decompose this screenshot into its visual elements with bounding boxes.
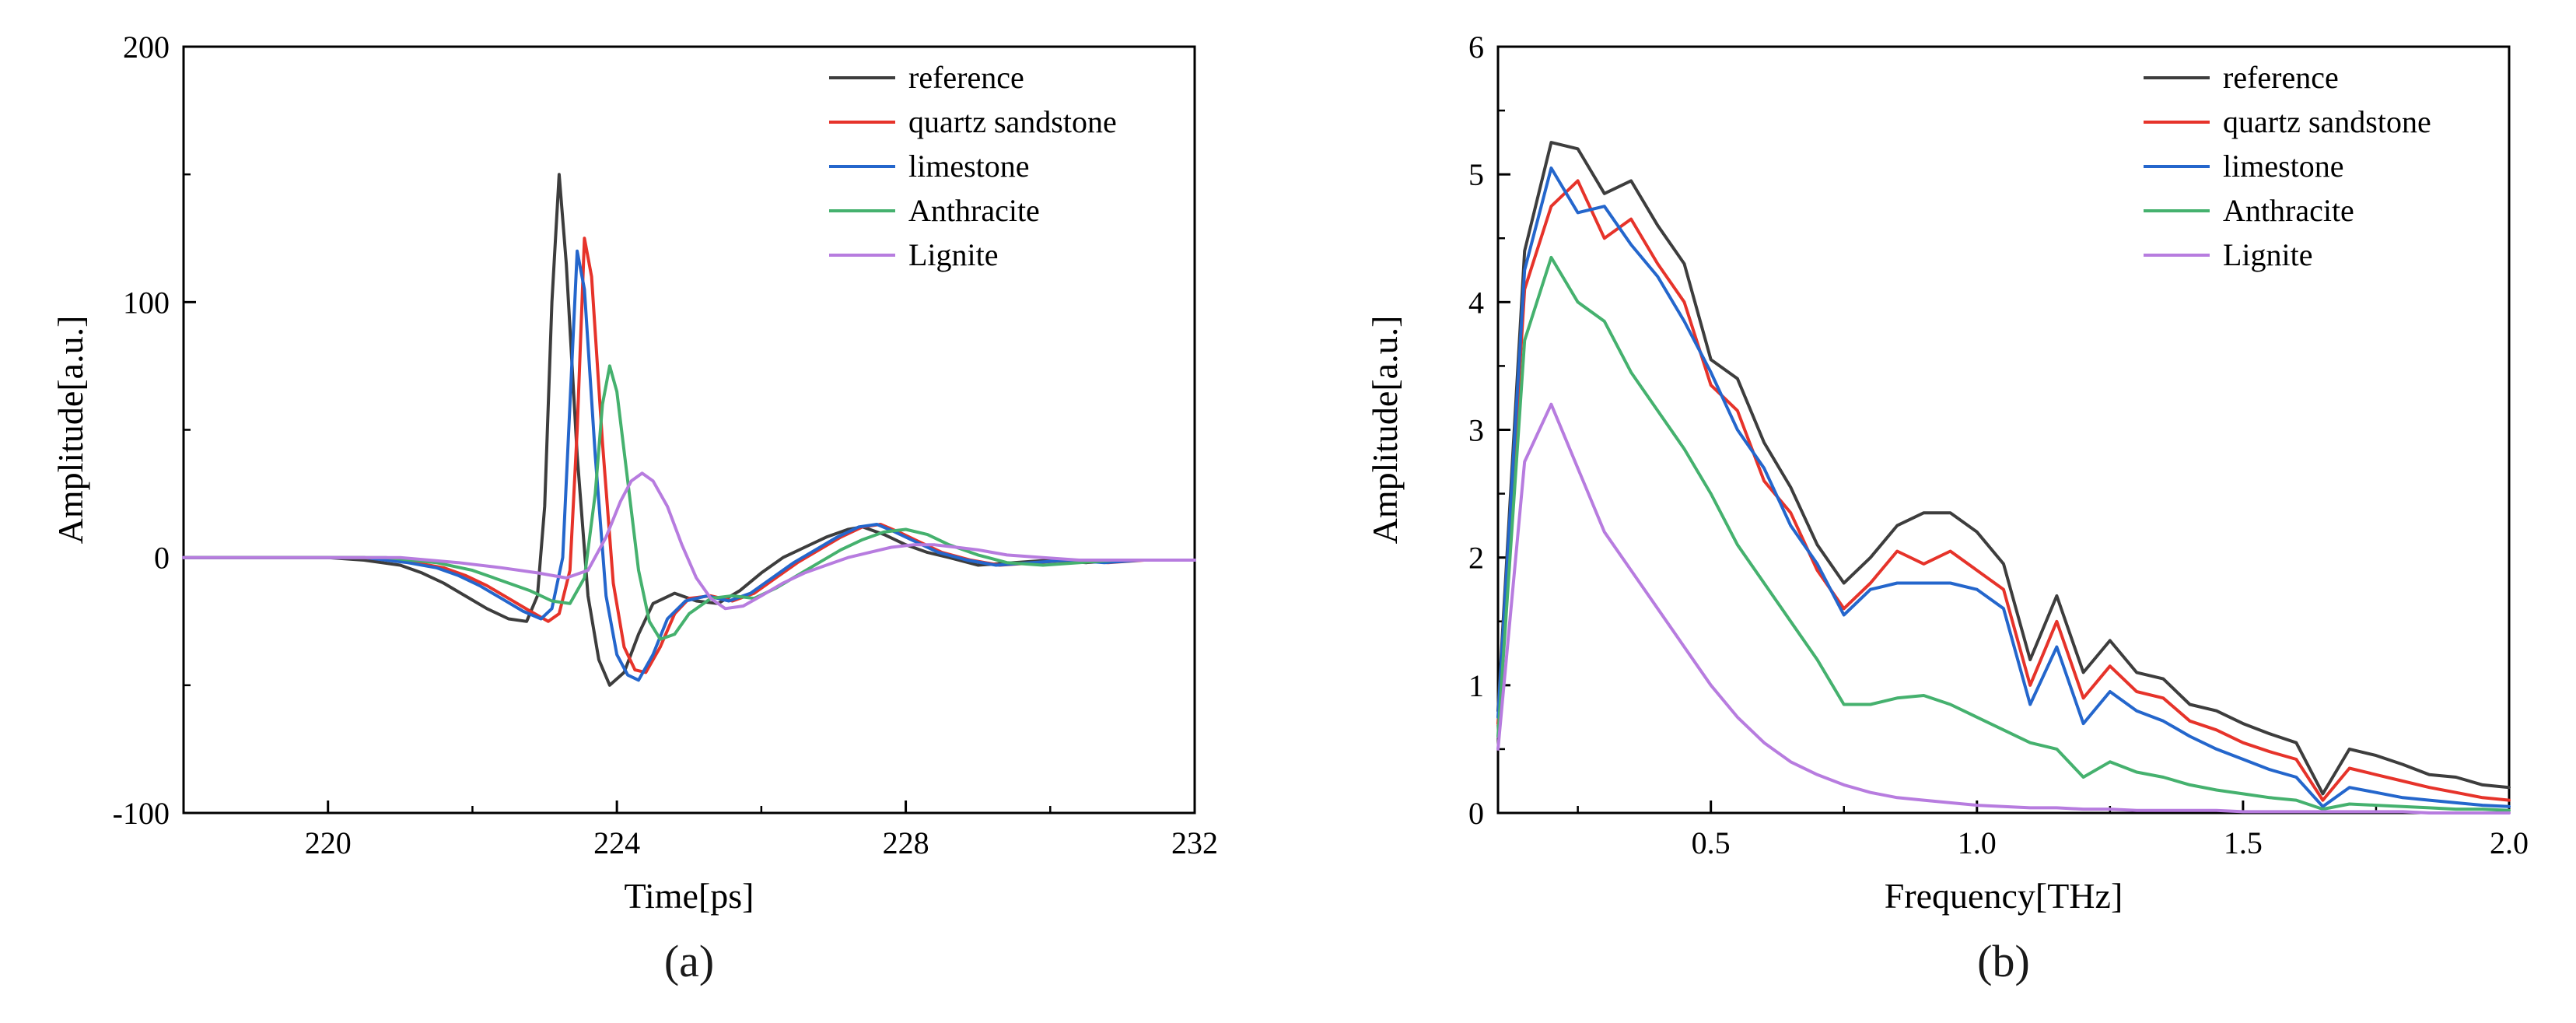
time-domain-chart: 220 224 228 232 -100 0 100 200 Time[ps] Amplitude… — [51, 30, 1218, 916]
y-tick-label: -100 — [113, 796, 170, 831]
x-tick-label: 1.0 — [1958, 825, 1997, 860]
legend-label-anthracite: Anthracite — [908, 193, 1040, 228]
series-lignite — [182, 471, 1196, 611]
caption-b: (b) — [1977, 936, 2030, 986]
plot-frame — [1496, 45, 2511, 815]
series-lignite — [1496, 402, 2511, 815]
x-axis-title: Time[ps] — [625, 876, 754, 916]
series-quartz-sandstone — [1496, 179, 2511, 802]
legend-label-quartz-sandstone: quartz sandstone — [908, 104, 1117, 139]
y-tick-label: 100 — [123, 285, 170, 320]
plot-frame — [182, 45, 1196, 815]
series-quartz-sandstone — [182, 236, 1196, 674]
legend-label-anthracite: Anthracite — [2223, 193, 2354, 228]
x-tick-label: 228 — [883, 825, 929, 860]
x-tick-label: 232 — [1171, 825, 1218, 860]
y-tick-label: 200 — [123, 30, 170, 65]
x-tick-label: 220 — [305, 825, 352, 860]
caption-a: (a) — [663, 936, 715, 986]
figure-row: 220 224 228 232 -100 0 100 200 Time[ps] Amplitude… — [40, 27, 2536, 987]
legend-label-limestone: limestone — [908, 149, 1030, 184]
y-tick-label: 6 — [1468, 30, 1484, 65]
figure-a: 220 224 228 232 -100 0 100 200 Time[ps] Amplitude… — [40, 27, 1222, 987]
y-axis-title: Amplitude[a.u.] — [1365, 316, 1405, 545]
x-tick-label: 2.0 — [2490, 825, 2529, 860]
y-tick-label: 3 — [1468, 413, 1484, 448]
series-limestone — [1496, 166, 2511, 808]
series-reference — [1496, 141, 2511, 796]
y-tick-label: 5 — [1468, 157, 1484, 192]
y-tick-label: 0 — [154, 541, 170, 576]
series-anthracite — [1496, 255, 2511, 812]
figure-b: 0.5 1.0 1.5 2.0 0 1 2 3 4 5 6 Frequency[THz] Amplitu… — [1354, 27, 2536, 987]
x-tick-label: 1.5 — [2224, 825, 2263, 860]
legend-label-limestone: limestone — [2223, 149, 2344, 184]
legend-label-quartz-sandstone: quartz sandstone — [2223, 104, 2431, 139]
y-tick-label: 2 — [1468, 541, 1484, 576]
legend-label-reference: reference — [2223, 60, 2339, 95]
legend-label-lignite: Lignite — [2223, 237, 2313, 272]
series-reference — [182, 173, 1196, 687]
legend-label-lignite: Lignite — [908, 237, 999, 272]
x-tick-label: 224 — [593, 825, 640, 860]
y-tick-label: 4 — [1468, 285, 1484, 320]
x-tick-label: 0.5 — [1692, 825, 1731, 860]
y-tick-label: 0 — [1468, 796, 1484, 831]
x-axis-title: Frequency[THz] — [1885, 876, 2123, 916]
y-axis-title: Amplitude[a.u.] — [51, 316, 90, 545]
frequency-domain-chart: 0.5 1.0 1.5 2.0 0 1 2 3 4 5 6 Frequency[THz] Amplitu… — [1365, 30, 2529, 916]
legend-label-reference: reference — [908, 60, 1024, 95]
series-limestone — [182, 249, 1196, 682]
y-tick-label: 1 — [1468, 668, 1484, 703]
